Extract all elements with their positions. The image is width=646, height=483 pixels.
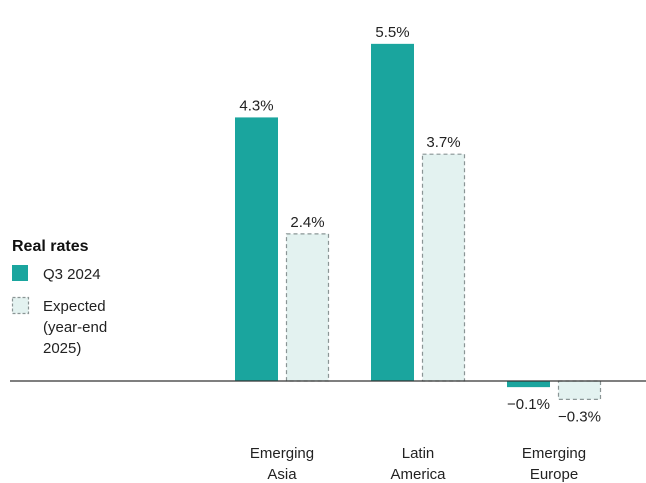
value-label-expected-2: −0.3% bbox=[558, 408, 601, 425]
category-label-group: Emerging Asia Latin America Emerging Europe bbox=[250, 445, 586, 483]
bar-q3-2024-0 bbox=[235, 117, 278, 381]
legend-label-expected-line-1: Expected bbox=[43, 298, 106, 315]
category-label-0-line-2: Asia bbox=[267, 466, 297, 483]
bar-expected-2 bbox=[557, 380, 602, 400]
bar-q3-2024-1 bbox=[371, 43, 414, 381]
category-label-2-line-1: Emerging bbox=[522, 445, 586, 462]
value-label-q3-2024-2: −0.1% bbox=[507, 396, 550, 413]
value-label-group: 4.3% 5.5% −0.1% 2.4% 3.7% −0.3% bbox=[239, 24, 601, 426]
legend-swatch-expected bbox=[11, 296, 30, 315]
category-label-1-line-1: Latin bbox=[402, 445, 435, 462]
legend: Real rates Q3 2024 Expected (year-end 20… bbox=[11, 238, 111, 357]
category-label-2: Emerging Europe bbox=[522, 445, 586, 483]
category-label-1: Latin America bbox=[390, 445, 446, 483]
legend-label-expected: Expected (year-end 2025) bbox=[43, 298, 111, 357]
category-label-0-line-1: Emerging bbox=[250, 445, 314, 462]
legend-title: Real rates bbox=[12, 238, 89, 255]
bar-expected-0 bbox=[285, 233, 330, 382]
legend-swatch-q3-2024 bbox=[12, 265, 28, 281]
category-label-1-line-2: America bbox=[390, 466, 446, 483]
value-label-q3-2024-0: 4.3% bbox=[239, 97, 273, 114]
value-label-expected-0: 2.4% bbox=[290, 214, 324, 231]
legend-label-expected-line-3: 2025) bbox=[43, 340, 81, 357]
legend-label-expected-line-2: (year-end bbox=[43, 319, 107, 336]
bar-group bbox=[235, 43, 602, 400]
category-label-0: Emerging Asia bbox=[250, 445, 314, 483]
category-label-2-line-2: Europe bbox=[530, 466, 578, 483]
bar-expected-1 bbox=[421, 153, 466, 382]
value-label-expected-1: 3.7% bbox=[426, 134, 460, 151]
legend-label-q3-2024: Q3 2024 bbox=[43, 266, 101, 283]
bar-q3-2024-2 bbox=[507, 381, 550, 388]
value-label-q3-2024-1: 5.5% bbox=[375, 24, 409, 41]
